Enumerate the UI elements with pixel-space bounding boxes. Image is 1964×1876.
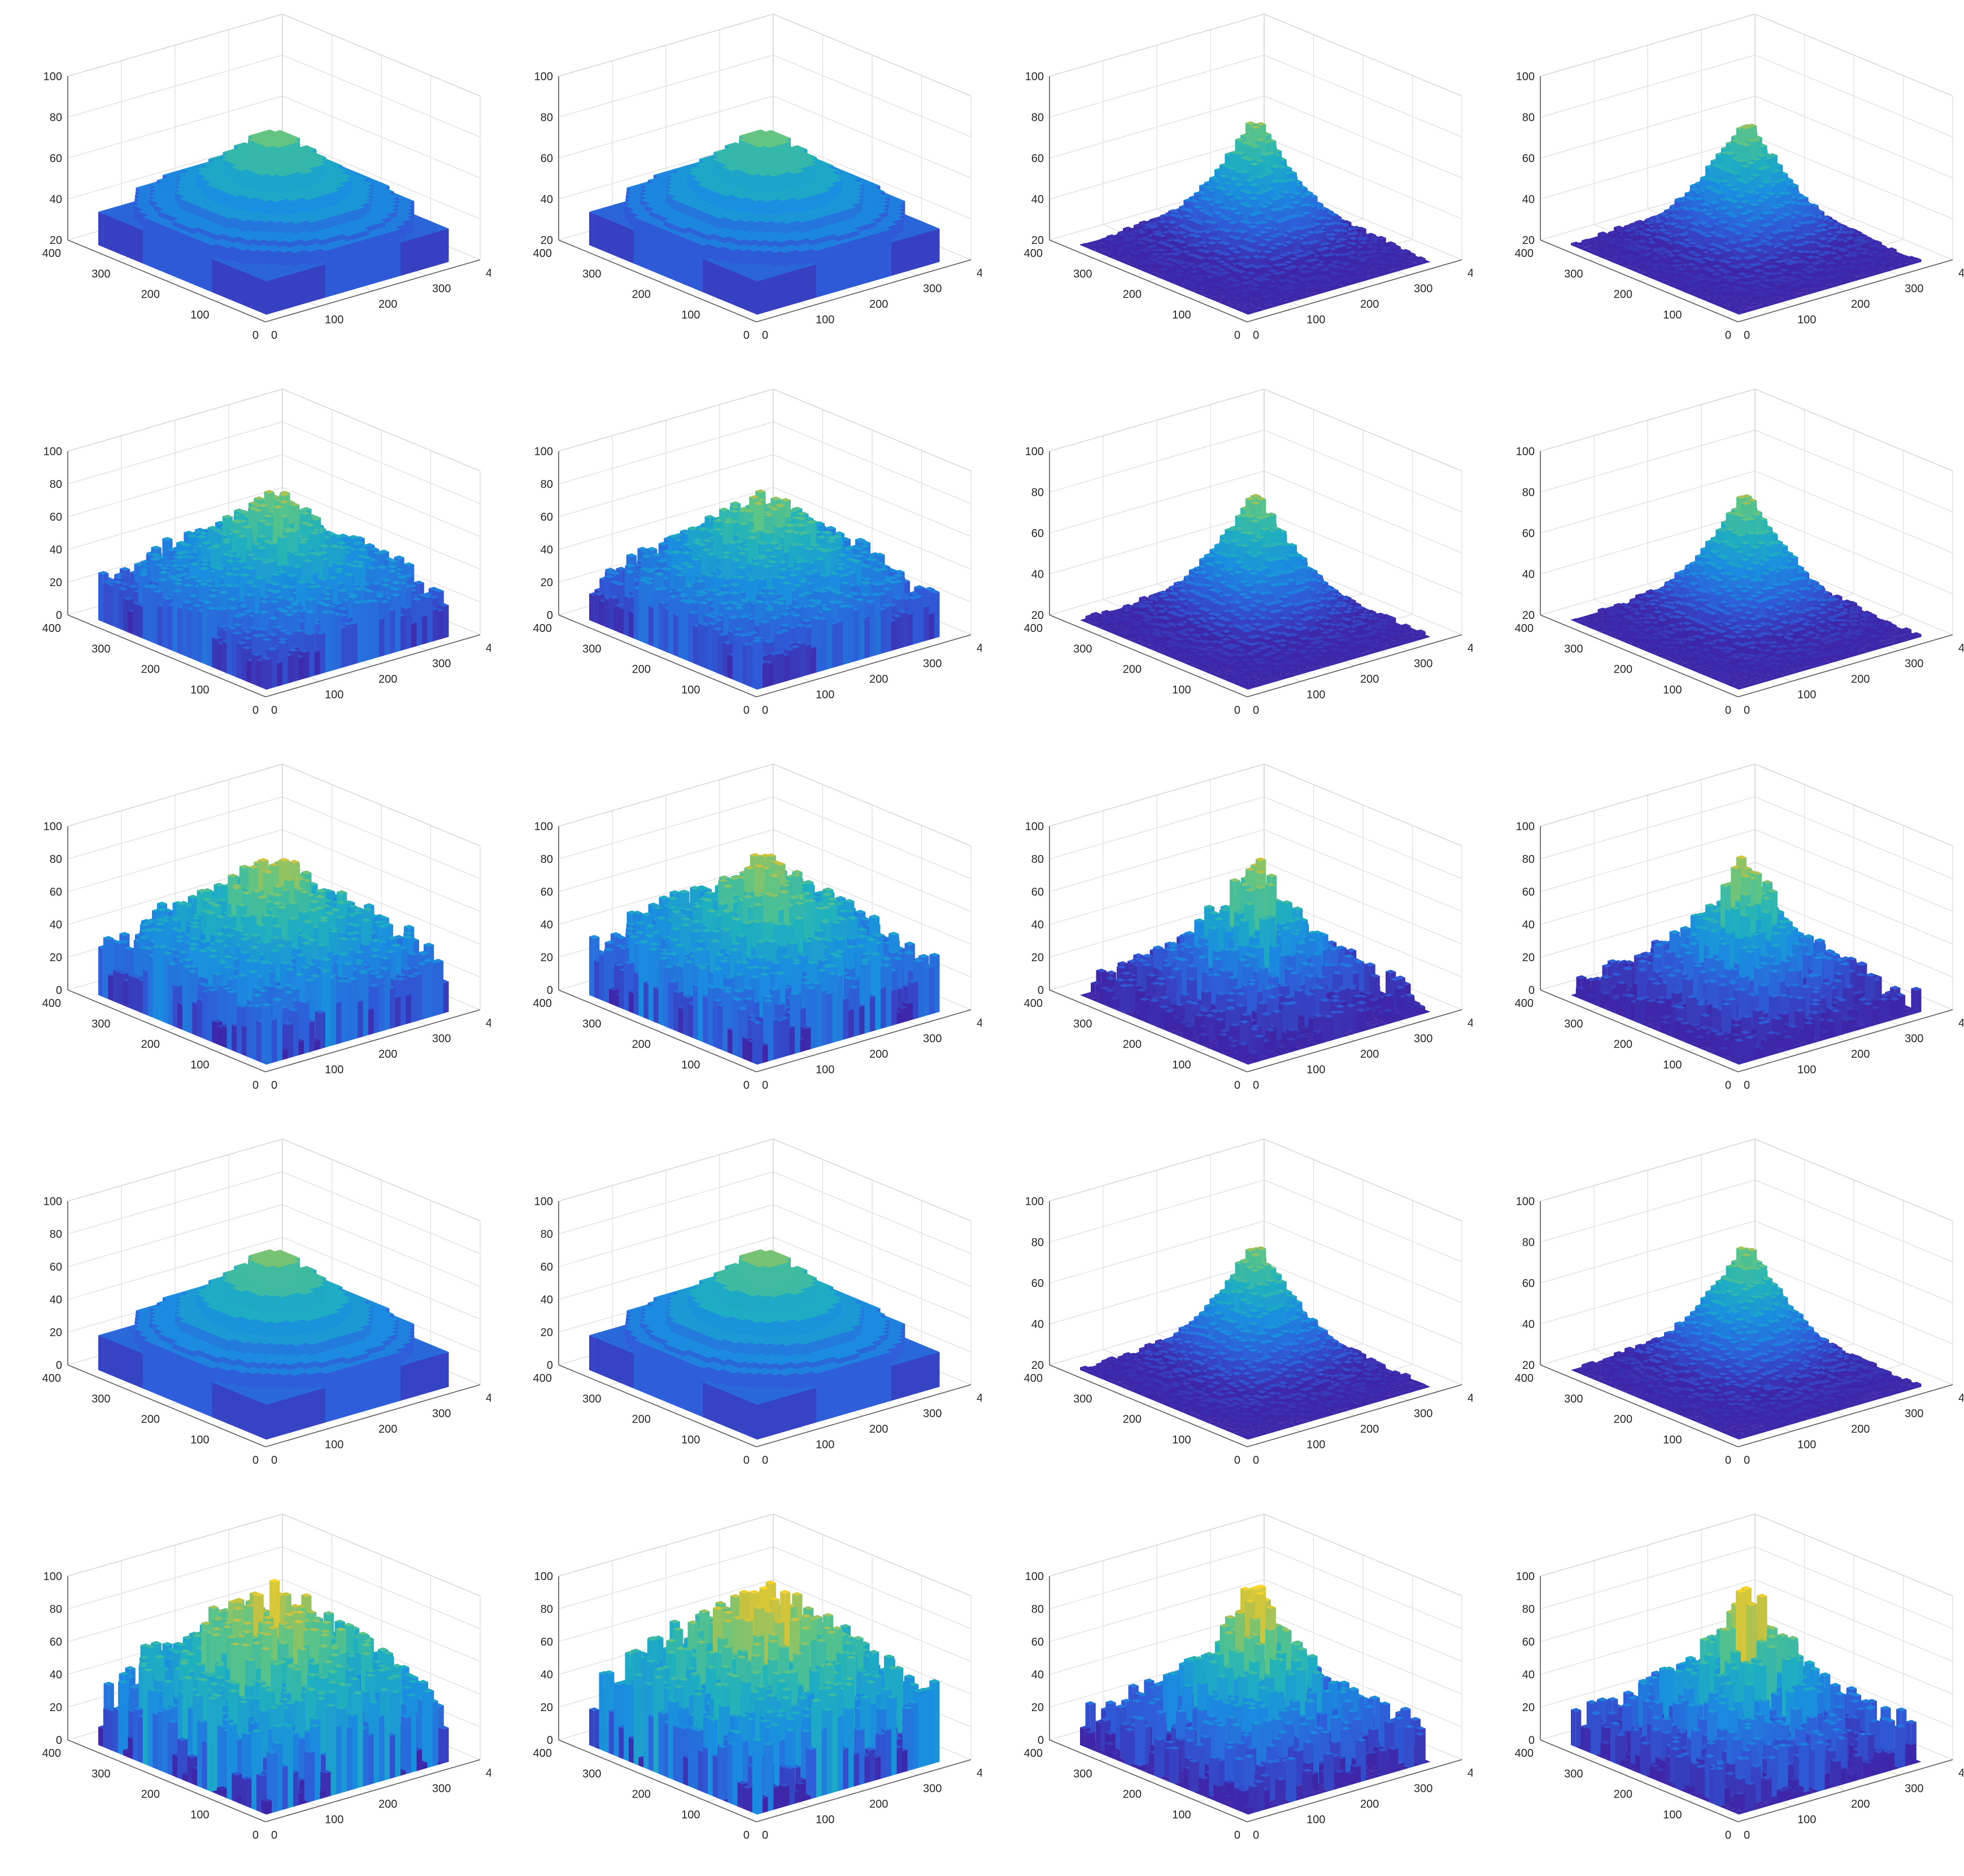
surface-cell xyxy=(293,272,299,307)
z-tick-label: 80 xyxy=(50,112,62,124)
surface-cell xyxy=(192,237,197,286)
surface-cell xyxy=(153,221,158,269)
surface-cell xyxy=(288,274,294,309)
surface-cell xyxy=(123,222,128,258)
z-tick-label: 20 xyxy=(50,234,62,247)
z-tick-label: 100 xyxy=(43,71,62,83)
y-tick-label: 0 xyxy=(252,329,259,342)
surface-cell xyxy=(411,238,417,273)
surface-cell xyxy=(163,225,168,274)
surface-cell xyxy=(202,242,207,290)
surface-cell xyxy=(310,268,315,303)
surface-series xyxy=(98,129,449,315)
surface-cell xyxy=(188,235,193,284)
surface-cell xyxy=(177,232,182,280)
surface-cell xyxy=(108,216,114,251)
surface-cell xyxy=(390,231,395,279)
surface-cell xyxy=(262,280,267,315)
surface-cell xyxy=(342,245,347,293)
surface-cell xyxy=(352,242,358,290)
surface-cell xyxy=(304,269,310,304)
x-tick-label: 400 xyxy=(486,267,491,280)
surface-cell xyxy=(232,267,237,303)
surface-cell xyxy=(128,224,133,260)
surface-cell xyxy=(438,230,444,265)
surface-cell xyxy=(385,233,390,281)
surface-plot-canvas: 0100200300400010020030040020406080100 xyxy=(491,0,982,375)
surface-cell xyxy=(212,259,217,295)
y-tick-label: 300 xyxy=(92,268,110,280)
surface-cell xyxy=(422,235,428,270)
surface-cell xyxy=(267,280,272,315)
surface-cell xyxy=(315,266,320,301)
x-tick-label: 0 xyxy=(271,329,277,342)
surface-cell xyxy=(320,264,326,299)
surface-cell xyxy=(417,237,423,272)
z-tick-label: 40 xyxy=(50,194,62,206)
surface-series xyxy=(589,129,940,315)
surface-cell xyxy=(277,277,283,312)
surface-cell xyxy=(118,220,123,256)
surface-cell xyxy=(433,232,438,267)
x-tick-label: 200 xyxy=(378,298,397,311)
surface-cell xyxy=(256,277,262,312)
x-tick-label: 300 xyxy=(432,283,451,295)
surface-cell xyxy=(282,275,288,310)
surface-cell xyxy=(158,223,163,272)
surface-cell xyxy=(251,276,256,311)
surface-plot-canvas: 0100200300400010020030040020406080100 xyxy=(0,0,491,375)
surface-cell xyxy=(237,269,242,304)
surface-cell xyxy=(400,241,406,276)
surface-cell xyxy=(227,265,232,300)
surface-cell xyxy=(363,239,369,287)
x-tick-label: 100 xyxy=(325,314,343,326)
surface-plot-r1-c1: 0100200300400010020030040020406080100 xyxy=(0,0,491,375)
surface-cell xyxy=(347,243,352,291)
surface-cell xyxy=(182,233,188,282)
surface-cell xyxy=(443,229,449,264)
surface-cell xyxy=(143,217,148,265)
surface-cell xyxy=(197,239,202,288)
surface-cell xyxy=(368,237,374,285)
surface-cell xyxy=(428,233,433,268)
surface-cell xyxy=(242,271,247,307)
surface-cell xyxy=(395,229,401,277)
surface-cell xyxy=(379,234,385,282)
surface-cell xyxy=(336,246,342,294)
surface-cell xyxy=(217,261,222,296)
surface-cell xyxy=(325,250,331,298)
surface-cell xyxy=(103,214,108,250)
surface-cell xyxy=(247,273,252,309)
surface-plot-r1-c2: 0100200300400010020030040020406080100 xyxy=(491,0,982,375)
surface-cell xyxy=(374,235,380,283)
surface-cell xyxy=(98,212,103,247)
surface-cell xyxy=(272,278,277,313)
surface-cell xyxy=(133,226,138,262)
y-tick-label: 400 xyxy=(42,247,61,260)
z-tick-label: 60 xyxy=(50,152,62,165)
surface-cell xyxy=(222,263,227,299)
surface-cell xyxy=(148,219,153,268)
surface-cell xyxy=(207,243,212,292)
surface-cell xyxy=(358,240,363,288)
y-tick-label: 100 xyxy=(190,309,209,321)
surface-cell xyxy=(406,239,412,274)
surface-cell xyxy=(299,271,304,306)
y-tick-label: 200 xyxy=(141,289,160,301)
surface-cell xyxy=(138,228,143,264)
surface-cell xyxy=(331,248,337,296)
surface-cell xyxy=(172,229,177,278)
surface-cell xyxy=(168,227,173,276)
surface-cell xyxy=(113,218,118,254)
